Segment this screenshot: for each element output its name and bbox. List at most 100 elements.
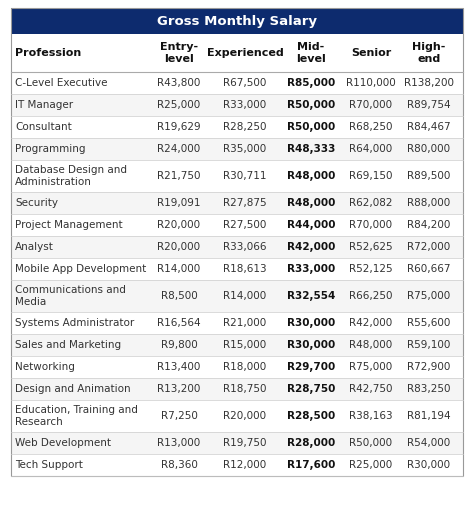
Text: Education, Training and
Research: Education, Training and Research (15, 405, 138, 427)
Text: R24,000: R24,000 (157, 144, 201, 154)
Text: R20,000: R20,000 (157, 242, 201, 252)
Text: R110,000: R110,000 (346, 78, 396, 88)
Text: R35,000: R35,000 (223, 144, 266, 154)
Text: R42,750: R42,750 (349, 384, 393, 394)
Text: Gross Monthly Salary: Gross Monthly Salary (157, 15, 317, 27)
Text: R69,150: R69,150 (349, 171, 393, 181)
Text: R43,800: R43,800 (157, 78, 201, 88)
Text: R30,000: R30,000 (408, 460, 451, 470)
Text: Design and Animation: Design and Animation (15, 384, 131, 394)
Bar (11, 8, 463, 34)
Text: R42,000: R42,000 (287, 242, 335, 252)
Text: R48,333: R48,333 (287, 144, 335, 154)
Text: R50,000: R50,000 (287, 100, 335, 110)
Text: R70,000: R70,000 (349, 100, 392, 110)
Text: Mobile App Development: Mobile App Development (15, 264, 146, 274)
Text: R29,700: R29,700 (287, 362, 335, 372)
Text: R42,000: R42,000 (349, 318, 392, 328)
Text: R28,250: R28,250 (223, 122, 267, 132)
Text: R85,000: R85,000 (287, 78, 335, 88)
Text: R138,200: R138,200 (404, 78, 454, 88)
Text: R81,194: R81,194 (407, 411, 451, 421)
Text: R27,500: R27,500 (223, 220, 267, 230)
Text: R70,000: R70,000 (349, 220, 392, 230)
Text: R48,000: R48,000 (287, 171, 335, 181)
Text: R64,000: R64,000 (349, 144, 392, 154)
Bar (11, 138, 463, 160)
Bar (11, 280, 463, 312)
Text: R18,000: R18,000 (223, 362, 266, 372)
Bar (11, 378, 463, 400)
Text: R13,200: R13,200 (157, 384, 201, 394)
Text: R25,000: R25,000 (349, 460, 392, 470)
Text: Programming: Programming (15, 144, 85, 154)
Text: R12,000: R12,000 (223, 460, 266, 470)
Text: R30,000: R30,000 (287, 340, 335, 350)
Text: R48,000: R48,000 (287, 198, 335, 208)
Text: R72,900: R72,900 (407, 362, 451, 372)
Text: Experienced: Experienced (207, 48, 283, 58)
Bar (11, 334, 463, 356)
Text: High-
end: High- end (412, 42, 446, 64)
Text: R14,000: R14,000 (223, 291, 266, 301)
Text: R38,163: R38,163 (349, 411, 393, 421)
Bar (11, 160, 463, 192)
Bar (11, 356, 463, 378)
Bar (11, 258, 463, 280)
Text: R89,500: R89,500 (407, 171, 451, 181)
Text: R19,750: R19,750 (223, 438, 267, 448)
Text: R52,125: R52,125 (349, 264, 393, 274)
Text: R28,500: R28,500 (287, 411, 335, 421)
Text: R83,250: R83,250 (407, 384, 451, 394)
Text: R75,000: R75,000 (349, 362, 392, 372)
Text: R62,082: R62,082 (349, 198, 393, 208)
Text: R54,000: R54,000 (407, 438, 451, 448)
Text: R88,000: R88,000 (407, 198, 451, 208)
Text: R8,500: R8,500 (161, 291, 197, 301)
Text: R7,250: R7,250 (161, 411, 198, 421)
Text: R30,711: R30,711 (223, 171, 267, 181)
Text: R20,000: R20,000 (223, 411, 266, 421)
Text: R28,000: R28,000 (287, 438, 335, 448)
Text: R18,613: R18,613 (223, 264, 267, 274)
Text: R59,100: R59,100 (407, 340, 451, 350)
Text: R72,000: R72,000 (407, 242, 451, 252)
Bar (11, 312, 463, 334)
Bar (11, 34, 463, 72)
Bar (11, 454, 463, 476)
Text: R52,625: R52,625 (349, 242, 393, 252)
Text: C-Level Executive: C-Level Executive (15, 78, 108, 88)
Text: R48,000: R48,000 (349, 340, 392, 350)
Text: R19,629: R19,629 (157, 122, 201, 132)
Text: Security: Security (15, 198, 58, 208)
Text: R67,500: R67,500 (223, 78, 267, 88)
Text: Senior: Senior (351, 48, 391, 58)
Bar (11, 192, 463, 214)
Bar (11, 214, 463, 236)
Text: R80,000: R80,000 (408, 144, 451, 154)
Text: R55,600: R55,600 (407, 318, 451, 328)
Text: R13,000: R13,000 (157, 438, 201, 448)
Text: R20,000: R20,000 (157, 220, 201, 230)
Text: R16,564: R16,564 (157, 318, 201, 328)
Text: R21,750: R21,750 (157, 171, 201, 181)
Bar (11, 236, 463, 258)
Text: R50,000: R50,000 (287, 122, 335, 132)
Text: Sales and Marketing: Sales and Marketing (15, 340, 121, 350)
Text: R30,000: R30,000 (287, 318, 335, 328)
Text: R13,400: R13,400 (157, 362, 201, 372)
Text: IT Manager: IT Manager (15, 100, 73, 110)
Text: R84,200: R84,200 (407, 220, 451, 230)
Text: Systems Administrator: Systems Administrator (15, 318, 134, 328)
Text: R89,754: R89,754 (407, 100, 451, 110)
Text: R75,000: R75,000 (407, 291, 451, 301)
Text: Mid-
level: Mid- level (296, 42, 326, 64)
Text: R68,250: R68,250 (349, 122, 393, 132)
Text: Analyst: Analyst (15, 242, 54, 252)
Text: R33,000: R33,000 (223, 100, 266, 110)
Text: R84,467: R84,467 (407, 122, 451, 132)
Text: Project Management: Project Management (15, 220, 123, 230)
Text: Networking: Networking (15, 362, 75, 372)
Text: R17,600: R17,600 (287, 460, 335, 470)
Text: R44,000: R44,000 (287, 220, 335, 230)
